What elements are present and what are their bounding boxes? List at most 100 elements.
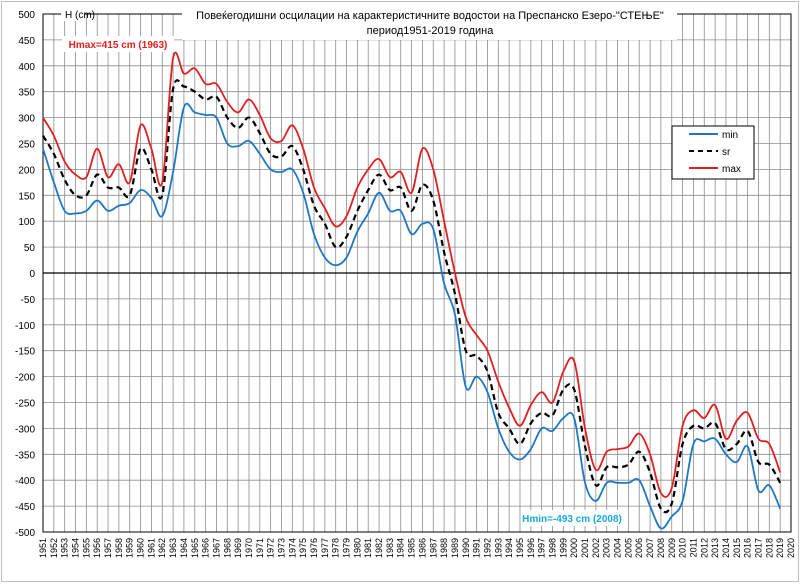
x-tick-label: 1962 [157, 538, 167, 558]
x-tick-label: 1987 [428, 538, 438, 558]
x-tick-label: 1972 [266, 538, 276, 558]
x-tick-label: 1956 [92, 538, 102, 558]
legend-label-min: min [722, 130, 738, 141]
x-tick-label: 2008 [656, 538, 666, 558]
x-tick-label: 1976 [309, 538, 319, 558]
x-tick-label: 1967 [211, 538, 221, 558]
x-tick-label: 2009 [667, 538, 677, 558]
x-tick-label: 2010 [678, 538, 688, 558]
x-tick-label: 1955 [81, 538, 91, 558]
x-tick-label: 1959 [125, 538, 135, 558]
x-tick-label: 1995 [515, 538, 525, 558]
x-tick-label: 2000 [569, 538, 579, 558]
chart-title: Повеќегодишни осцилации на карактеристич… [196, 10, 664, 22]
hmin-annotation-box [524, 510, 620, 526]
x-tick-label: 1979 [342, 538, 352, 558]
x-tick-label: 1968 [222, 538, 232, 558]
x-tick-label: 2017 [753, 538, 763, 558]
x-tick-label: 1965 [190, 538, 200, 558]
y-tick-label: 450 [18, 36, 35, 47]
x-tick-label: 2004 [613, 538, 623, 558]
x-tick-label: 1997 [537, 538, 547, 558]
y-tick-label: -150 [15, 347, 35, 358]
x-tick-label: 1970 [244, 538, 254, 558]
x-tick-label: 1988 [439, 538, 449, 558]
x-tick-labels: 1951 1952 1953 1954 1955 1956 1957 1958 1959 1960… [38, 538, 796, 558]
hmax-annotation-box [62, 36, 174, 52]
y-tick-label: -50 [21, 295, 36, 306]
series-line-max [42, 51, 782, 498]
x-tick-label: 1969 [233, 538, 243, 558]
x-tick-label: 1974 [287, 538, 297, 558]
x-tick-label: 1980 [352, 538, 362, 558]
legend-label-sr: sr [722, 147, 731, 158]
y-tick-label: 50 [24, 243, 36, 254]
y-tick-label: -300 [15, 424, 35, 435]
x-tick-label: 1952 [49, 538, 59, 558]
y-tick-label: -500 [15, 528, 35, 539]
x-tick-label: 2007 [645, 538, 655, 558]
x-tick-label: 1992 [482, 538, 492, 558]
x-tick-label: 1978 [331, 538, 341, 558]
x-tick-label: 2003 [602, 538, 612, 558]
x-tick-label: 2011 [688, 538, 698, 557]
x-tick-label: 2015 [732, 538, 742, 558]
x-tick-label: 1989 [450, 538, 460, 558]
y-tick-label: 250 [18, 140, 35, 151]
y-tick-label: 500 [18, 10, 35, 21]
x-tick-label: 1985 [407, 538, 417, 558]
x-tick-label: 1977 [320, 538, 330, 558]
x-tick-label: 2020 [786, 538, 796, 558]
x-tick-label: 1999 [558, 538, 568, 558]
hmax-annotation: Hmax=415 cm (1963) [69, 40, 168, 51]
y-axis-label: H (cm) [65, 10, 95, 21]
x-tick-label: 2014 [721, 538, 731, 558]
x-tick-label: 2013 [710, 538, 720, 558]
x-tick-label: 1982 [374, 538, 384, 558]
x-tick-label: 1951 [38, 538, 48, 558]
y-tick-label: -400 [15, 476, 35, 487]
x-tick-label: 1993 [493, 538, 503, 558]
x-tick-label: 1957 [103, 538, 113, 558]
x-tick-label: 2016 [743, 538, 753, 558]
grid [42, 13, 792, 533]
x-tick-label: 1975 [298, 538, 308, 558]
x-tick-label: 1998 [548, 538, 558, 558]
x-tick-label: 1953 [60, 538, 70, 558]
y-tick-label: 200 [18, 165, 35, 176]
x-tick-label: 1958 [114, 538, 124, 558]
x-tick-label: 2001 [580, 538, 590, 558]
series-lines [42, 51, 782, 530]
ylabel-bg [61, 7, 85, 21]
x-tick-label: 1990 [461, 538, 471, 558]
x-tick-label: 1971 [255, 538, 265, 558]
x-tick-label: 1996 [526, 538, 536, 558]
y-tick-label: -100 [15, 321, 35, 332]
x-tick-label: 2019 [775, 538, 785, 558]
y-tick-label: 150 [18, 191, 35, 202]
hmin-annotation: Hmin=-493 cm (2008) [522, 514, 622, 525]
series-line-sr [42, 79, 782, 514]
x-tick-label: 1973 [276, 538, 286, 558]
chart-subtitle: период1951-2019 година [367, 25, 495, 37]
x-tick-label: 1954 [71, 538, 81, 558]
x-tick-label: 1986 [417, 538, 427, 558]
title-bg [182, 6, 677, 40]
y-tick-label: 300 [18, 114, 35, 125]
y-tick-label: 350 [18, 88, 35, 99]
x-tick-label: 1991 [472, 538, 482, 558]
y-tick-label: -250 [15, 399, 35, 410]
y-tick-labels: -500-450-400-350-300-250-200-150-100-500… [15, 10, 35, 539]
y-tick-label: -350 [15, 450, 35, 461]
x-tick-label: 1981 [363, 538, 373, 558]
x-tick-label: 1963 [168, 538, 178, 558]
series-line-min [42, 102, 781, 530]
x-tick-label: 2018 [764, 538, 774, 558]
x-tick-label: 1984 [396, 538, 406, 558]
x-tick-label: 2006 [634, 538, 644, 558]
y-tick-label: 400 [18, 62, 35, 73]
legend: min sr max [671, 125, 755, 180]
x-tick-label: 1994 [504, 538, 514, 558]
